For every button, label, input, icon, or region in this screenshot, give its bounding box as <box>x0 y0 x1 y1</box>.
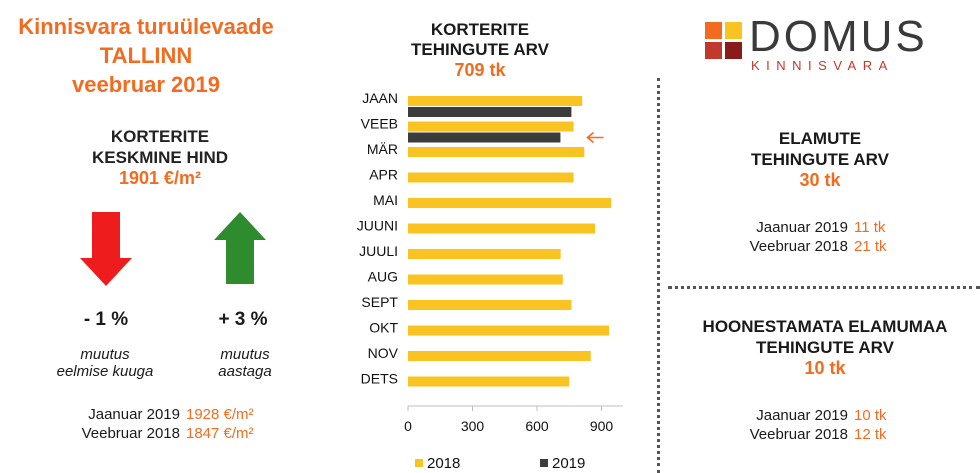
y-tick-label: JAAN <box>362 90 398 106</box>
logo-wordmark: DOMUS <box>749 12 928 61</box>
logo-square <box>725 42 742 59</box>
y-tick-label: MAI <box>373 192 398 208</box>
houses-value: 30 tk <box>799 170 841 190</box>
houses-panel: ELAMUTE TEHINGUTE ARV 30 tk <box>690 128 950 191</box>
x-tick-label: 300 <box>461 418 485 434</box>
land-comparison: Jaanuar 2019 10 tk Veebruar 2018 12 tk <box>700 406 940 444</box>
comparison-label: Veebruar 2018 <box>81 425 180 442</box>
monthly-change-caption: muutus eelmise kuuga <box>35 346 175 380</box>
comparison-label: Jaanuar 2019 <box>756 219 848 236</box>
y-tick-label: AUG <box>368 269 398 285</box>
y-tick-label: MÄR <box>367 141 398 157</box>
vertical-divider <box>657 78 660 473</box>
houses-heading-1: ELAMUTE <box>778 129 862 148</box>
legend-swatch <box>415 459 423 467</box>
x-tick-label: 900 <box>590 418 614 434</box>
land-heading-1: HOONESTAMATA ELAMUMAA <box>702 317 948 336</box>
land-heading-2: TEHINGUTE ARV <box>756 338 894 357</box>
comparison-value: 10 tk <box>854 407 887 424</box>
domus-logo: DOMUS KINNISVARA <box>705 12 955 76</box>
title-line-1: Kinnisvara turuülevaade <box>18 14 274 39</box>
comparison-label: Veebruar 2018 <box>749 426 848 443</box>
bar-2019 <box>408 132 561 143</box>
logo-subtitle: KINNISVARA <box>751 58 894 73</box>
report-title: Kinnisvara turuülevaade TALLINN veebruar… <box>0 12 292 99</box>
yearly-change-caption: muutus aastaga <box>175 346 315 380</box>
bar-2018 <box>408 121 574 132</box>
down-arrow-icon <box>80 212 132 286</box>
x-tick-label: 600 <box>525 418 549 434</box>
title-line-2: TALLINN <box>99 43 193 68</box>
legend-label: 2018 <box>427 455 460 468</box>
houses-comparison: Jaanuar 2019 11 tk Veebruar 2018 21 tk <box>700 218 940 256</box>
apartment-transactions-chart: JAAN VEEB MÄR APR MAI JUUNI JUULI AUG SEPT OKT NOV… <box>357 90 623 468</box>
bar-2018 <box>408 223 596 234</box>
bar-2018 <box>408 249 561 259</box>
land-comparison-row: Veebruar 2018 12 tk <box>700 425 940 444</box>
bar-2018 <box>408 147 585 157</box>
comparison-value: 1847 €/m² <box>186 425 254 442</box>
yearly-change-value: + 3 % <box>218 309 268 330</box>
houses-comparison-row: Veebruar 2018 21 tk <box>700 237 940 256</box>
houses-heading-2: TEHINGUTE ARV <box>751 150 889 169</box>
title-line-3: veebruar 2019 <box>72 72 220 97</box>
logo-square <box>705 22 722 39</box>
houses-comparison-row: Jaanuar 2019 11 tk <box>700 218 940 237</box>
comparison-value: 21 tk <box>854 238 887 255</box>
yearly-caption-line-1: muutus <box>220 346 270 363</box>
comparison-label: Jaanuar 2019 <box>88 406 180 423</box>
bar-2018 <box>408 351 591 361</box>
average-price-block: KORTERITE KESKMINE HIND 1901 €/m² <box>60 126 260 189</box>
logo-square <box>705 42 722 59</box>
yearly-caption-line-2: aastaga <box>218 363 272 380</box>
y-tick-label: DETS <box>361 371 398 387</box>
bar-2018 <box>408 198 612 208</box>
legend-label: 2019 <box>552 455 585 468</box>
chart-title-line-2: TEHINGUTE ARV <box>411 40 549 59</box>
bar-2018 <box>408 300 572 310</box>
logo-square <box>725 22 742 39</box>
chart-total: 709 tk <box>454 60 506 80</box>
horizontal-divider <box>668 286 980 289</box>
y-tick-label: SEPT <box>361 294 398 310</box>
average-price-value: 1901 €/m² <box>118 168 202 188</box>
bar-2018 <box>408 376 570 387</box>
comparison-label: Veebruar 2018 <box>749 238 848 255</box>
price-heading-1: KORTERITE <box>110 127 210 146</box>
price-comparison-row: Jaanuar 2019 1928 €/m² <box>40 405 300 424</box>
comparison-value: 1928 €/m² <box>186 406 254 423</box>
highlight-arrowhead-icon <box>586 131 595 144</box>
y-tick-label: JUULI <box>359 243 398 259</box>
y-tick-label: APR <box>369 167 398 183</box>
comparison-value: 12 tk <box>854 426 887 443</box>
land-value: 10 tk <box>804 358 846 378</box>
land-comparison-row: Jaanuar 2019 10 tk <box>700 406 940 425</box>
up-arrow-icon <box>214 212 266 284</box>
y-tick-label: NOV <box>368 345 399 361</box>
monthly-change-value: - 1 % <box>83 309 129 330</box>
y-tick-label: VEEB <box>361 116 398 132</box>
bar-2018 <box>408 172 574 183</box>
bar-2018 <box>408 274 563 285</box>
comparison-label: Jaanuar 2019 <box>756 407 848 424</box>
price-heading-2: KESKMINE HIND <box>91 148 228 167</box>
monthly-caption-line-1: muutus <box>80 346 130 363</box>
comparison-value: 11 tk <box>854 219 886 236</box>
y-tick-label: JUUNI <box>357 218 398 234</box>
price-comparison-row: Veebruar 2018 1847 €/m² <box>40 424 300 443</box>
price-comparison: Jaanuar 2019 1928 €/m² Veebruar 2018 1847 … <box>40 405 300 443</box>
chart-title-line-1: KORTERITE <box>430 20 530 39</box>
bar-2019 <box>408 107 572 117</box>
y-tick-label: OKT <box>369 320 398 336</box>
legend-swatch <box>540 459 548 467</box>
bar-2018 <box>408 96 583 106</box>
monthly-caption-line-2: eelmise kuuga <box>56 363 154 380</box>
x-tick-label: 0 <box>404 418 412 434</box>
bar-2018 <box>408 325 610 336</box>
chart-title: KORTERITE TEHINGUTE ARV 709 tk <box>390 20 570 80</box>
land-panel: HOONESTAMATA ELAMUMAA TEHINGUTE ARV 10 t… <box>670 316 980 379</box>
